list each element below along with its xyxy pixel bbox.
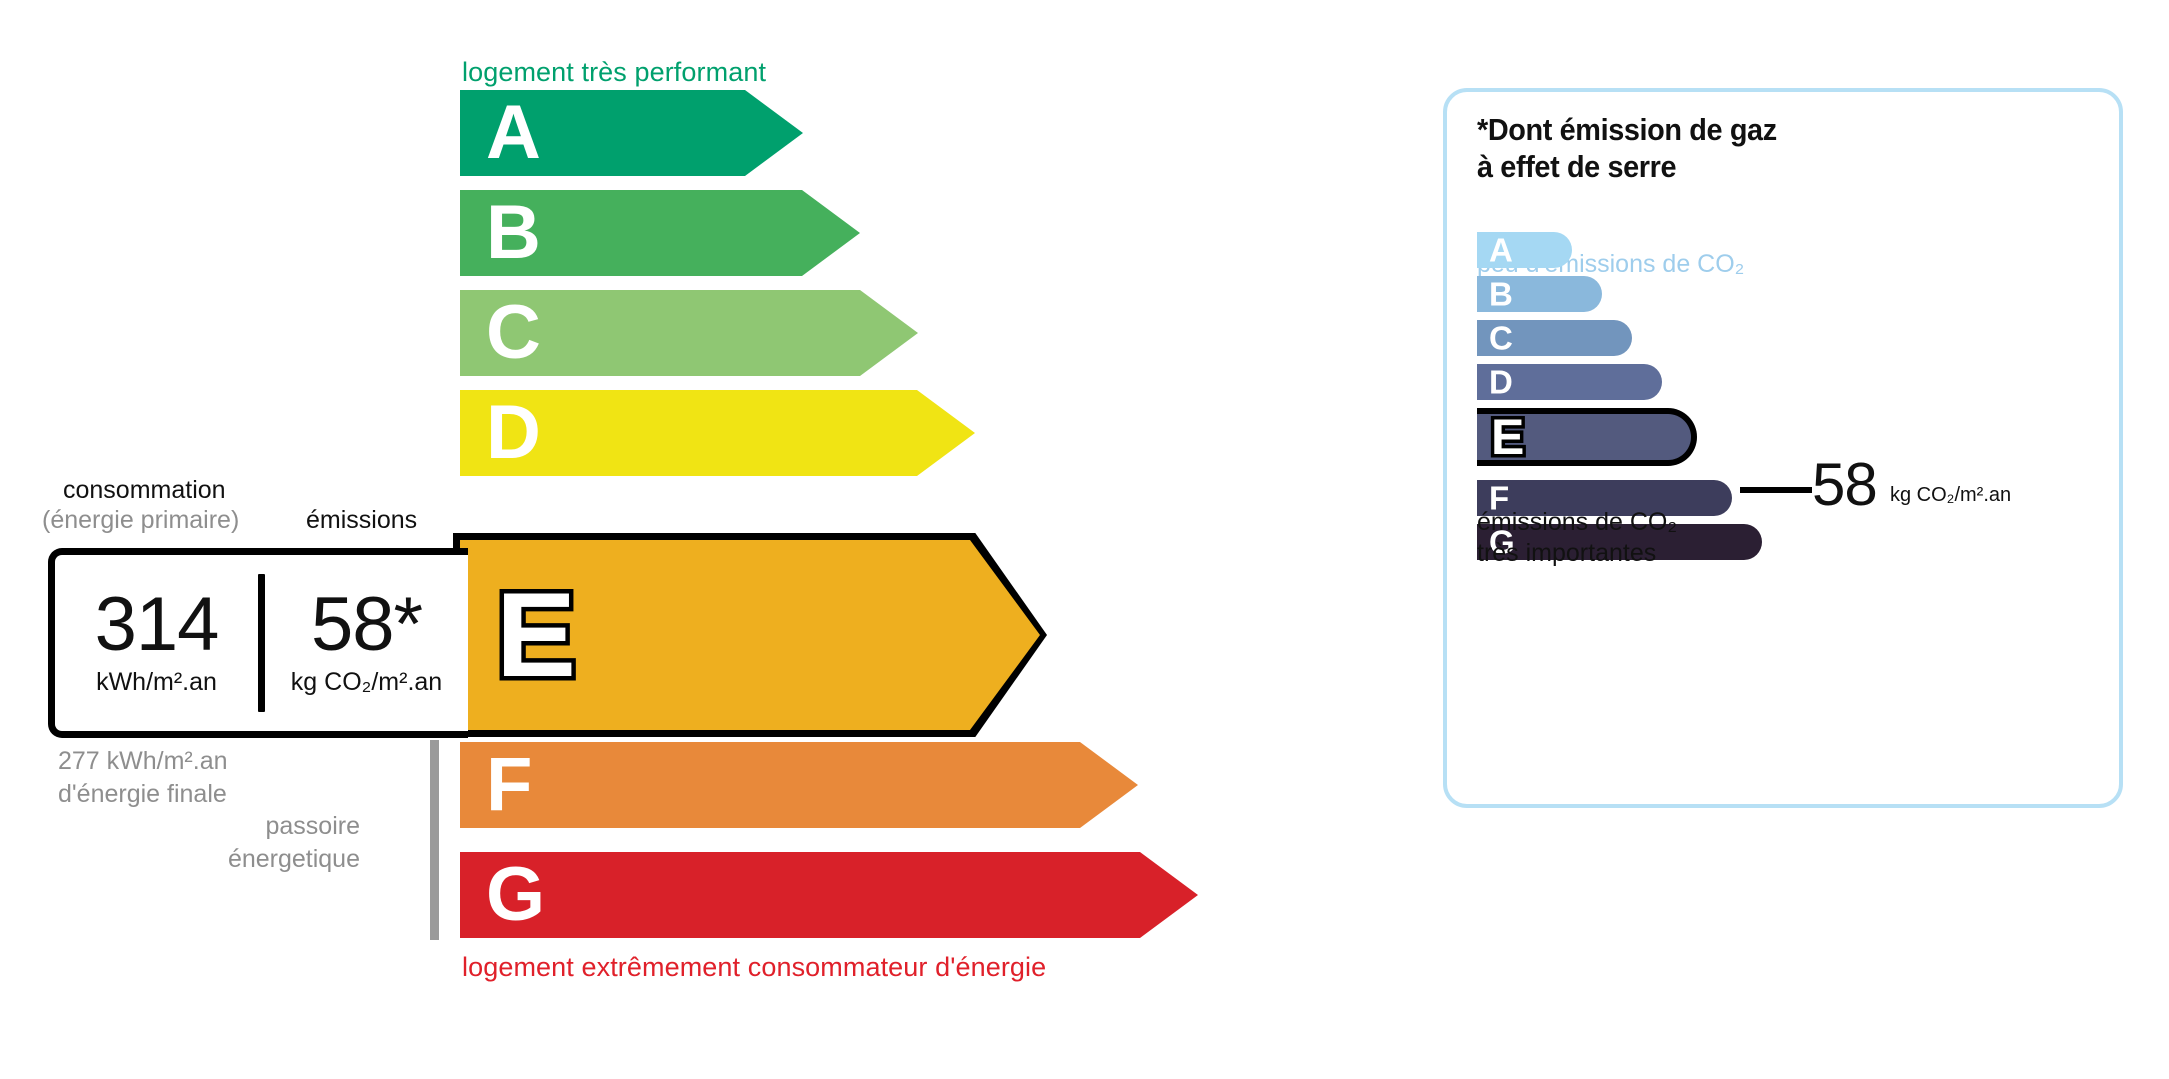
consumption-unit: kWh/m².an bbox=[96, 667, 217, 696]
value-box: 314 kWh/m².an 58* kg CO₂/m².an bbox=[48, 548, 468, 738]
energy-band-letter: E bbox=[491, 568, 580, 702]
energy-band-f: F bbox=[460, 742, 1138, 828]
co2-bar-a: A bbox=[1477, 232, 1572, 268]
energy-top-caption: logement très performant bbox=[462, 57, 767, 87]
energy-band-shape-f bbox=[460, 742, 1138, 828]
co2-title: *Dont émission de gaz à effet de serre bbox=[1477, 112, 1777, 185]
co2-callout-line bbox=[1740, 487, 1812, 493]
emissions-unit: kg CO₂/m².an bbox=[290, 667, 443, 696]
energy-band-letter: A bbox=[486, 90, 541, 175]
co2-bar-letter: G bbox=[1489, 523, 1515, 561]
primary-energy-label: (énergie primaire) bbox=[42, 506, 240, 534]
co2-bottom-caption: émissions de CO₂ très importantes bbox=[1477, 507, 1677, 570]
energy-band-letter: G bbox=[486, 852, 546, 937]
co2-bar-letter: A bbox=[1489, 231, 1513, 269]
energy-band-shape-c bbox=[460, 290, 918, 376]
energy-band-shape-e bbox=[460, 540, 1040, 730]
co2-bottom-line2: très importantes bbox=[1477, 539, 1657, 568]
energy-band-a: A bbox=[460, 90, 803, 176]
value-divider bbox=[258, 574, 265, 712]
energy-band-g: G bbox=[460, 852, 1198, 938]
co2-bar-e: E bbox=[1477, 408, 1697, 466]
co2-bar-c: C bbox=[1477, 320, 1632, 356]
passoire-line1: passoire bbox=[265, 812, 361, 840]
energy-band-e: E bbox=[453, 533, 1047, 737]
energy-band-shape-g bbox=[460, 852, 1198, 938]
co2-bar-f: F bbox=[1477, 480, 1732, 516]
final-energy-line2: d'énergie finale bbox=[58, 779, 227, 808]
co2-title-line1: *Dont émission de gaz bbox=[1477, 112, 1777, 147]
co2-callout-value: 58 bbox=[1812, 451, 1878, 518]
co2-callout-unit: kg CO₂/m².an bbox=[1890, 484, 2012, 506]
emissions-label: émissions bbox=[306, 506, 418, 534]
co2-bar-letter: B bbox=[1489, 275, 1513, 313]
co2-bottom-line1: émissions de CO₂ bbox=[1477, 508, 1678, 536]
energy-band-letter: C bbox=[486, 290, 541, 375]
emissions-value: 58* bbox=[310, 582, 423, 668]
energy-band-c: C bbox=[460, 290, 918, 376]
co2-bar-letter: D bbox=[1489, 363, 1513, 401]
passoire-note: passoire énergetique bbox=[185, 810, 360, 875]
emissions-value-cell: 58* kg CO₂/m².an bbox=[265, 582, 468, 696]
energy-band-b: B bbox=[460, 190, 860, 276]
consumption-value-cell: 314 kWh/m².an bbox=[55, 582, 258, 696]
energy-bottom-caption: logement extrêmement consommateur d'éner… bbox=[462, 952, 1047, 982]
final-energy-note: 277 kWh/m².an d'énergie finale bbox=[58, 745, 228, 810]
passoire-line2: énergetique bbox=[227, 844, 360, 873]
consumption-value: 314 bbox=[94, 582, 220, 668]
energy-band-d: D bbox=[460, 390, 975, 476]
final-energy-line1: 277 kWh/m².an bbox=[58, 747, 228, 775]
passoire-bracket bbox=[430, 740, 439, 940]
co2-bar-letter: F bbox=[1489, 479, 1510, 517]
co2-bar-d: D bbox=[1477, 364, 1662, 400]
energy-band-letter: F bbox=[486, 742, 533, 827]
co2-panel: *Dont émission de gaz à effet de serre p… bbox=[1443, 88, 2123, 808]
energy-band-shape-a bbox=[460, 90, 803, 176]
consumption-label: consommation bbox=[63, 476, 226, 504]
energy-band-shape-d bbox=[460, 390, 975, 476]
co2-bar-letter: C bbox=[1489, 319, 1513, 357]
energy-band-letter: D bbox=[486, 390, 541, 475]
co2-bar-letter: E bbox=[1487, 409, 1527, 466]
co2-bar-g: G bbox=[1477, 524, 1762, 560]
co2-bar-b: B bbox=[1477, 276, 1602, 312]
energy-band-shape-b bbox=[460, 190, 860, 276]
energy-band-letter: B bbox=[486, 190, 541, 275]
co2-title-line2: à effet de serre bbox=[1477, 148, 1677, 184]
